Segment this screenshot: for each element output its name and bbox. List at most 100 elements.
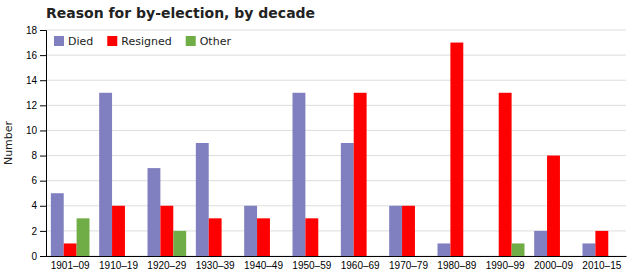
bar-series <box>77 218 525 256</box>
y-tick-label: 6 <box>31 175 37 186</box>
bar <box>257 218 270 256</box>
bar <box>318 256 331 257</box>
y-tick-mark <box>40 30 46 31</box>
y-tick: 2 <box>31 226 46 237</box>
legend-label: Other <box>200 35 232 48</box>
grid-line <box>46 155 626 156</box>
bar <box>608 256 621 257</box>
y-tick: 16 <box>26 50 46 61</box>
legend-item: Other <box>186 35 232 48</box>
y-axis: 024681012141618 <box>26 25 47 262</box>
bar <box>499 93 512 256</box>
x-tick: 1940–49 <box>244 260 283 271</box>
bar <box>512 243 525 256</box>
x-tick-label: 2000–09 <box>534 260 573 271</box>
bar <box>354 93 367 256</box>
y-tick-label: 0 <box>31 251 37 262</box>
y-tick-mark <box>40 80 46 81</box>
bar <box>534 231 547 256</box>
bar <box>196 143 209 256</box>
bar-series <box>51 93 596 256</box>
x-tick-label: 1920–29 <box>147 260 186 271</box>
bar <box>209 218 222 256</box>
y-tick-label: 12 <box>26 100 38 111</box>
chart: 0246810121416181901–091910–191920–291930… <box>0 0 636 280</box>
x-tick-label: 1960–69 <box>341 260 380 271</box>
grid-line <box>46 80 626 81</box>
legend-label: Resigned <box>121 35 171 48</box>
y-tick-label: 8 <box>31 150 37 161</box>
y-tick-mark <box>40 231 46 232</box>
bar <box>547 156 560 256</box>
title: Reason for by-election, by decade <box>46 5 315 21</box>
bar <box>222 256 235 257</box>
legend-swatch <box>107 36 117 46</box>
grid-line <box>46 205 626 206</box>
legend-swatch <box>186 36 196 46</box>
y-tick: 10 <box>26 125 46 136</box>
grid-line <box>46 180 626 181</box>
x-tick: 1930–39 <box>196 260 235 271</box>
bar <box>77 218 90 256</box>
bar <box>305 218 318 256</box>
bar <box>367 256 380 257</box>
x-tick-label: 1901–09 <box>51 260 90 271</box>
x-axis-line <box>47 256 627 257</box>
y-tick-mark <box>40 206 46 207</box>
legend: Died Resigned Other <box>54 35 231 48</box>
bar <box>450 43 463 256</box>
y-tick: 6 <box>31 175 46 186</box>
y-tick: 8 <box>31 150 46 161</box>
y-tick-label: 2 <box>31 226 37 237</box>
y-tick-label: 16 <box>26 50 38 61</box>
x-tick-label: 1950–59 <box>292 260 331 271</box>
x-tick: 1901–09 <box>51 260 90 271</box>
y-tick-label: 14 <box>26 75 38 86</box>
bar <box>125 256 138 257</box>
y-tick-mark <box>40 55 46 56</box>
x-tick-label: 1940–49 <box>244 260 283 271</box>
bar <box>583 243 596 256</box>
grid-line <box>46 30 626 31</box>
x-tick-label: 1990–99 <box>486 260 525 271</box>
bar <box>160 206 173 256</box>
x-tick: 1910–19 <box>99 260 138 271</box>
bar <box>51 193 64 256</box>
x-tick: 1950–59 <box>292 260 331 271</box>
x-tick-label: 2010–15 <box>582 260 621 271</box>
grid-line <box>46 55 626 56</box>
x-tick: 1970–79 <box>389 260 428 271</box>
bar <box>486 256 499 257</box>
y-tick-mark <box>40 256 46 257</box>
legend-swatch <box>54 36 64 46</box>
bar <box>64 243 77 256</box>
y-tick-mark <box>40 181 46 182</box>
bar <box>341 143 354 256</box>
bar <box>244 206 257 256</box>
x-tick: 1980–89 <box>437 260 476 271</box>
x-tick: 1960–69 <box>341 260 380 271</box>
bar <box>148 168 161 256</box>
bar <box>402 206 415 256</box>
x-tick: 1990–99 <box>486 260 525 271</box>
bar <box>293 93 306 256</box>
bar <box>270 256 283 257</box>
bar <box>99 93 112 256</box>
legend-label: Died <box>68 35 93 48</box>
grid <box>46 30 626 256</box>
y-tick-mark <box>40 156 46 157</box>
y-tick-label: 10 <box>26 125 38 136</box>
plot: 0246810121416181901–091910–191920–291930… <box>26 25 627 271</box>
y-tick: 12 <box>26 100 46 111</box>
bar <box>112 206 125 256</box>
x-tick-label: 1910–19 <box>99 260 138 271</box>
bar <box>415 256 428 257</box>
x-tick: 1920–29 <box>147 260 186 271</box>
x-tick: 2000–09 <box>534 260 573 271</box>
bar <box>173 231 186 256</box>
x-tick: 2010–15 <box>582 260 621 271</box>
y-axis-title: Number <box>2 120 15 165</box>
bar <box>595 231 608 256</box>
y-tick-label: 18 <box>26 25 38 36</box>
bar <box>463 256 476 257</box>
